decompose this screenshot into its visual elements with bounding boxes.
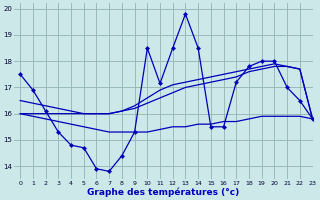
X-axis label: Graphe des températures (°c): Graphe des températures (°c) xyxy=(87,187,239,197)
